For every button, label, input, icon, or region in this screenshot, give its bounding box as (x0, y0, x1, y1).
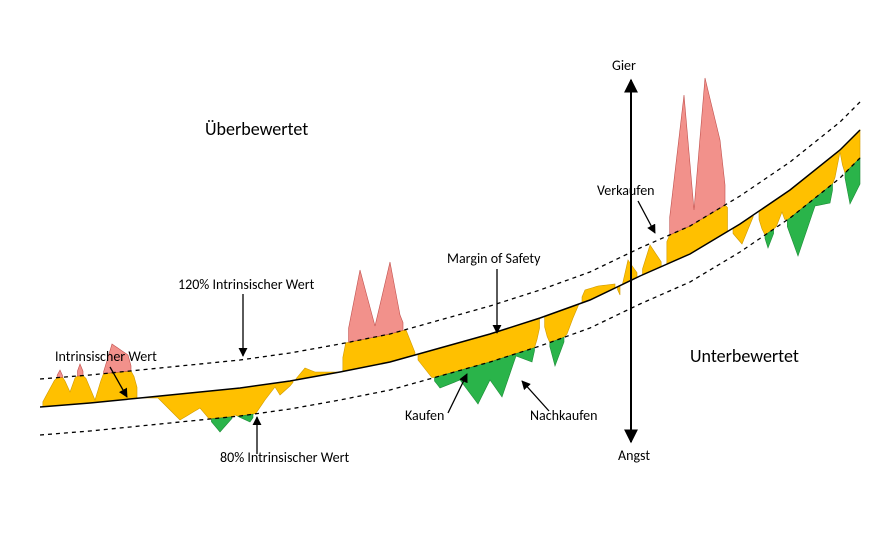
label-rebuy: Nachkaufen (530, 407, 597, 424)
label-sell: Verkaufen (597, 182, 655, 199)
label-undervalued: Unterbewertet (690, 345, 799, 367)
margin-of-safety-chart: { "chart": { "type": "area", "width": 87… (0, 0, 879, 543)
label-fear: Angst (618, 447, 650, 464)
label-upper-band: 120% Intrinsischer Wert (178, 276, 315, 293)
label-intrinsic-value: Intrinsischer Wert (55, 348, 157, 365)
label-overvalued: Überbewertet (205, 118, 308, 140)
label-lower-band: 80% Intrinsischer Wert (220, 449, 349, 466)
label-margin-of-safety: Margin of Safety (447, 250, 541, 267)
label-buy: Kaufen (405, 407, 444, 424)
label-greed: Gier (612, 57, 636, 74)
